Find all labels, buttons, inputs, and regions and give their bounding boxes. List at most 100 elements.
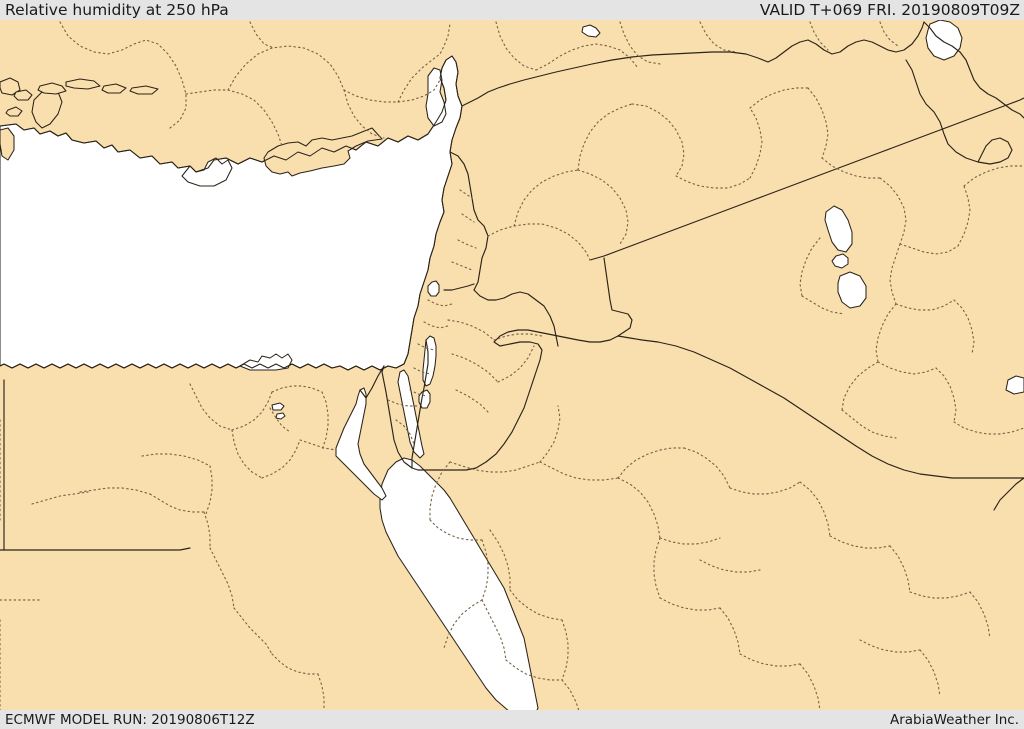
admin-syria-8 bbox=[749, 87, 809, 109]
admin-syria-4 bbox=[577, 103, 633, 171]
cyprus-island bbox=[263, 127, 383, 177]
admin-saudi-18 bbox=[969, 591, 991, 639]
admin-saudi-29 bbox=[699, 559, 761, 573]
admin-saudi-21 bbox=[561, 619, 569, 681]
admin-egypt-10 bbox=[149, 493, 205, 513]
coastlines bbox=[0, 55, 463, 371]
border-jordan-israel bbox=[411, 329, 619, 471]
border-turkey-syria bbox=[461, 21, 925, 107]
admin-iraq-8 bbox=[875, 303, 897, 363]
admin-turkey-12 bbox=[809, 21, 829, 51]
admin-egypt-13 bbox=[209, 547, 235, 609]
border-jordan-saudi bbox=[617, 335, 1024, 479]
turkey-south-coast bbox=[0, 99, 447, 173]
lake-razzaza bbox=[824, 205, 853, 253]
admin-saudi-4 bbox=[617, 477, 661, 539]
border-israel-egypt-sinai bbox=[381, 365, 413, 469]
admin-iraq-7 bbox=[953, 299, 975, 355]
admin-jordan-4 bbox=[493, 333, 543, 341]
admin-lebanon-4 bbox=[451, 261, 473, 271]
border-israel-lebanon bbox=[443, 283, 475, 291]
admin-egypt-11 bbox=[31, 491, 89, 505]
page-title: Relative humidity at 250 hPa bbox=[5, 1, 229, 19]
admin-saudi-17 bbox=[909, 591, 971, 599]
lake-qarun bbox=[271, 402, 285, 411]
border-egypt-sudan bbox=[0, 547, 191, 551]
admin-iraq-6 bbox=[895, 299, 955, 311]
admin-saudi-27 bbox=[443, 599, 483, 649]
aegean-island-3 bbox=[37, 82, 67, 95]
admin-saudi-15 bbox=[739, 653, 801, 667]
admin-turkey-13 bbox=[879, 21, 899, 47]
admin-egypt-14 bbox=[233, 607, 273, 655]
gulf-of-suez bbox=[335, 387, 387, 501]
admin-saudi-14 bbox=[719, 607, 741, 655]
admin-iraq-2 bbox=[899, 243, 959, 255]
admin-egypt-18 bbox=[299, 439, 337, 451]
admin-saudi-30 bbox=[859, 639, 921, 653]
admin-sinai-1 bbox=[395, 419, 415, 445]
admin-iraq-15 bbox=[801, 295, 845, 315]
lake-tharthar bbox=[925, 19, 963, 61]
admin-saudi-11 bbox=[889, 545, 911, 593]
border-turkey-iraq bbox=[923, 21, 1024, 119]
admin-iraq-9 bbox=[877, 361, 937, 375]
admin-saudi-20 bbox=[509, 589, 563, 621]
aegean-island-2 bbox=[13, 89, 33, 101]
admin-saudi-16 bbox=[799, 663, 821, 711]
aegean-island-5 bbox=[5, 106, 23, 117]
red-sea bbox=[379, 457, 539, 713]
lake-habbaniyah bbox=[831, 253, 849, 269]
admin-saudi-7 bbox=[683, 447, 731, 489]
admin-saudi-23 bbox=[429, 519, 483, 541]
aegean-island-7 bbox=[101, 83, 127, 94]
islands bbox=[0, 77, 383, 177]
admin-egypt-3 bbox=[271, 385, 323, 393]
attribution-label: ArabiaWeather Inc. bbox=[889, 712, 1019, 728]
admin-turkey-9 bbox=[535, 43, 639, 71]
admin-jordan-1 bbox=[447, 319, 495, 341]
admin-egypt-5 bbox=[231, 429, 263, 479]
admin-turkey-7 bbox=[397, 23, 451, 103]
admin-turkey-11 bbox=[699, 21, 737, 53]
admin-egypt-15 bbox=[271, 653, 319, 675]
admin-syria-7 bbox=[749, 107, 763, 179]
admin-syria-2 bbox=[513, 169, 579, 227]
border-egypt-sinai-suez bbox=[359, 365, 385, 399]
admin-syria-9 bbox=[807, 87, 829, 159]
admin-egypt-6 bbox=[261, 439, 301, 479]
admin-turkey-6 bbox=[249, 21, 275, 49]
admin-israel-3 bbox=[417, 343, 435, 351]
admin-egypt-12 bbox=[203, 511, 211, 549]
admin-jordan-5 bbox=[497, 345, 535, 383]
admin-iraq-14 bbox=[799, 237, 821, 297]
admin-saudi-8 bbox=[729, 481, 801, 495]
border-lebanon-syria bbox=[449, 151, 489, 291]
lake-assad bbox=[581, 24, 601, 38]
aegean-island-4 bbox=[65, 78, 101, 90]
admin-israel-5 bbox=[409, 389, 427, 397]
admin-syria-1 bbox=[487, 223, 591, 261]
border-syria-iraq bbox=[905, 59, 1013, 165]
admin-israel-2 bbox=[423, 321, 449, 329]
admin-saudi-12 bbox=[653, 537, 661, 599]
admin-iraq-4 bbox=[963, 165, 1023, 187]
admin-iraq-1 bbox=[879, 177, 907, 245]
admin-iraq-3 bbox=[957, 185, 971, 247]
levant-coast bbox=[395, 55, 463, 369]
admin-egypt-1 bbox=[189, 383, 233, 431]
admin-iraq-5 bbox=[889, 243, 901, 305]
egypt-north-coast bbox=[0, 363, 397, 371]
admin-saudi-10 bbox=[829, 535, 891, 549]
admin-saudi-22 bbox=[429, 461, 451, 521]
admin-saudi-13 bbox=[659, 597, 721, 611]
border-jordan-iraq-panhandle bbox=[603, 257, 633, 337]
dead-sea-south-basin bbox=[418, 389, 431, 409]
border-saudi-kuwait bbox=[993, 477, 1024, 511]
admin-syria-3 bbox=[577, 169, 629, 245]
admin-turkey-10 bbox=[619, 21, 661, 65]
admin-syria-10 bbox=[821, 157, 881, 179]
